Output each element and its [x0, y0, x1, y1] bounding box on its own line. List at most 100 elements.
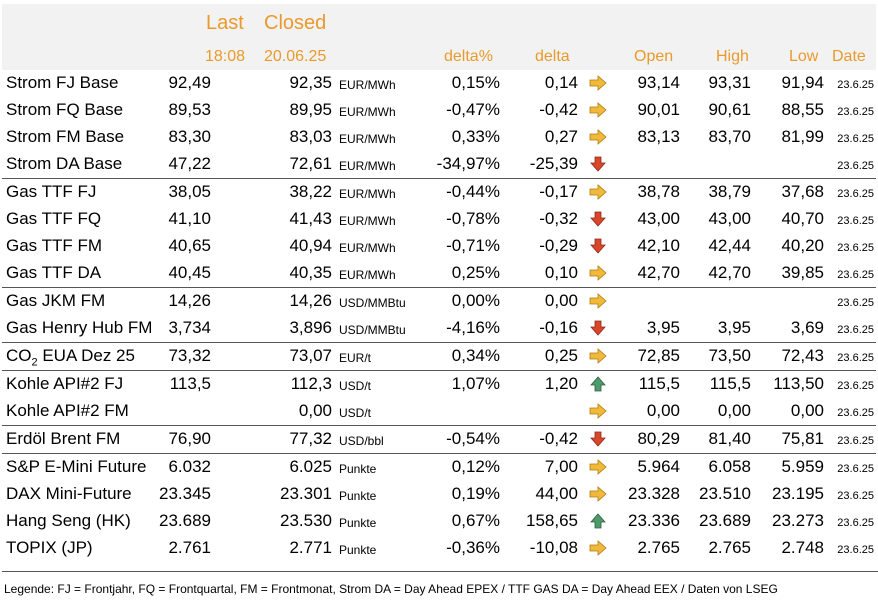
cell-dpct: 1,07% [451, 374, 500, 393]
cell-open: 23.336 [628, 511, 680, 530]
right-arrow-icon [589, 102, 607, 118]
cell-unit: EUR/MWh [339, 105, 396, 119]
cell-unit: EUR/MWh [339, 159, 396, 173]
header-delta: delta [535, 48, 570, 65]
table-row: Gas TTF FM 40,65 40,94 -0,71% -0,29 42,10 42,4… [2, 233, 876, 260]
cell-high: 81,40 [708, 429, 751, 448]
cell-date: 23.6.25 [837, 407, 874, 419]
cell-closed: 40,94 [289, 236, 332, 255]
cell-unit: USD/MMBtu [339, 323, 406, 337]
cell-last: 73,32 [168, 346, 211, 365]
cell-low: 37,68 [781, 182, 824, 201]
table-row: CO2 EUA Dez 25 73,32 73,07 0,34% 0,25 72,85 73… [2, 342, 876, 370]
cell-open: 90,01 [637, 100, 680, 119]
cell-last: 47,22 [168, 154, 211, 173]
cell-date: 23.6.25 [837, 380, 874, 392]
header-open: Open [634, 48, 674, 65]
cell-dpct: -34,97% [436, 154, 500, 173]
cell-dpct: 0,00% [451, 291, 500, 310]
cell-delta: 158,65 [526, 511, 578, 530]
cell-closed: 92,35 [289, 73, 332, 92]
cell-open: 5.964 [637, 457, 680, 476]
table-row: Gas TTF DA 40,45 40,35 0,25% 0,10 42,70 42,70 3… [2, 260, 876, 287]
cell-high: 83,70 [708, 127, 751, 146]
row-name: CO2 EUA Dez 25 [6, 346, 135, 368]
row-name-part: CO [6, 346, 32, 365]
cell-dpct: -0,47% [446, 100, 500, 119]
down-arrow-icon [589, 156, 607, 172]
cell-high: 73,50 [708, 346, 751, 365]
table-row: Gas JKM FM 14,26 14,26 0,00% 0,00 USD/MMBtu 23… [2, 287, 876, 315]
cell-closed: 23.530 [280, 511, 332, 530]
row-name: Kohle API#2 FJ [6, 374, 124, 393]
cell-low: 2.748 [781, 538, 824, 557]
right-arrow-icon [589, 486, 607, 502]
cell-high: 93,31 [708, 73, 751, 92]
cell-unit: EUR/MWh [339, 132, 396, 146]
table-row: Kohle API#2 FM 0,00 0,00 0,00 0,00 USD/t 23.6.… [2, 398, 876, 425]
cell-last: 83,30 [168, 127, 211, 146]
row-name: Erdöl Brent FM [6, 429, 121, 448]
cell-date: 23.6.25 [837, 106, 874, 118]
cell-open: 42,70 [637, 263, 680, 282]
row-name: Gas Henry Hub FM [6, 318, 153, 337]
cell-delta: 1,20 [544, 374, 578, 393]
up-arrow-icon [589, 376, 607, 392]
cell-high: 115,5 [709, 374, 751, 393]
cell-high: 43,00 [708, 209, 751, 228]
cell-closed: 40,35 [289, 263, 332, 282]
cell-date: 23.6.25 [837, 352, 874, 364]
table-row: S&P E-Mini Future 6.032 6.025 0,12% 7,00 5.96… [2, 453, 876, 481]
cell-dpct: -0,54% [446, 429, 500, 448]
row-name: Hang Seng (HK) [6, 511, 131, 530]
cell-unit: USD/bbl [339, 434, 384, 448]
right-arrow-icon [589, 265, 607, 281]
cell-low: 40,70 [781, 209, 824, 228]
cell-last: 40,45 [168, 263, 211, 282]
header-delta-pct: delta% [444, 48, 493, 65]
cell-closed: 23.301 [280, 484, 332, 503]
cell-high: 42,44 [708, 236, 751, 255]
cell-last: 40,65 [168, 236, 211, 255]
cell-open: 43,00 [637, 209, 680, 228]
cell-dpct: 0,19% [451, 484, 500, 503]
table-row: Erdöl Brent FM 76,90 77,32 -0,54% -0,42 80,29… [2, 425, 876, 453]
cell-low: 39,85 [781, 263, 824, 282]
cell-date: 23.6.25 [837, 297, 874, 309]
cell-delta: 0,25 [544, 346, 578, 365]
cell-delta: 0,00 [544, 291, 578, 310]
cell-open: 93,14 [637, 73, 680, 92]
cell-open: 80,29 [637, 429, 680, 448]
row-name-subscript: 2 [31, 356, 38, 369]
cell-low: 5.959 [781, 457, 824, 476]
table-row: Strom DA Base 47,22 72,61 -34,97% -25,39 EUR/… [2, 151, 876, 178]
market-table: Last Closed 18:08 20.06.25 delta% delta … [2, 4, 876, 562]
cell-dpct: 0,33% [451, 127, 500, 146]
cell-last: 14,26 [168, 291, 211, 310]
cell-date: 23.6.25 [837, 242, 874, 254]
down-arrow-icon [589, 320, 607, 336]
right-arrow-icon [589, 459, 607, 475]
cell-unit: Punkte [339, 462, 377, 476]
cell-date: 23.6.25 [837, 435, 874, 447]
table-row: Hang Seng (HK) 23.689 23.530 0,67% 158,65 23.… [2, 508, 876, 535]
cell-open: 38,78 [637, 182, 680, 201]
cell-last: 76,90 [168, 429, 211, 448]
cell-low: 88,55 [781, 100, 824, 119]
cell-delta: 0,14 [544, 73, 578, 92]
cell-high: 0,00 [717, 401, 751, 420]
cell-date: 23.6.25 [837, 463, 874, 475]
cell-closed: 14,26 [289, 291, 332, 310]
cell-unit: Punkte [339, 543, 377, 557]
cell-high: 23.510 [699, 484, 751, 503]
table-header: Last Closed 18:08 20.06.25 delta% delta … [2, 4, 876, 70]
row-name: Strom FM Base [6, 127, 125, 146]
row-name: Gas JKM FM [6, 291, 106, 310]
cell-delta: -10,08 [529, 538, 578, 557]
row-name: Gas TTF DA [6, 263, 102, 282]
cell-dpct: 0,34% [451, 346, 500, 365]
cell-date: 23.6.25 [837, 490, 874, 502]
cell-last: 23.689 [159, 511, 211, 530]
cell-unit: Punkte [339, 489, 377, 503]
cell-date: 23.6.25 [837, 160, 874, 172]
